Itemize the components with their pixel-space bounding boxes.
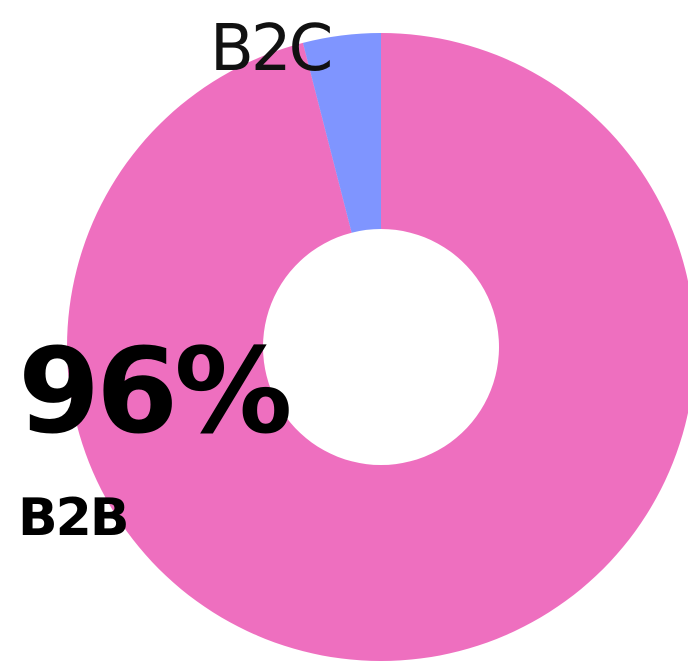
category-label: B2C — [210, 12, 331, 86]
value-label: 96% — [18, 322, 289, 460]
category-label: B2B — [18, 488, 127, 548]
donut-slice — [302, 33, 381, 233]
donut-slice — [67, 33, 688, 661]
